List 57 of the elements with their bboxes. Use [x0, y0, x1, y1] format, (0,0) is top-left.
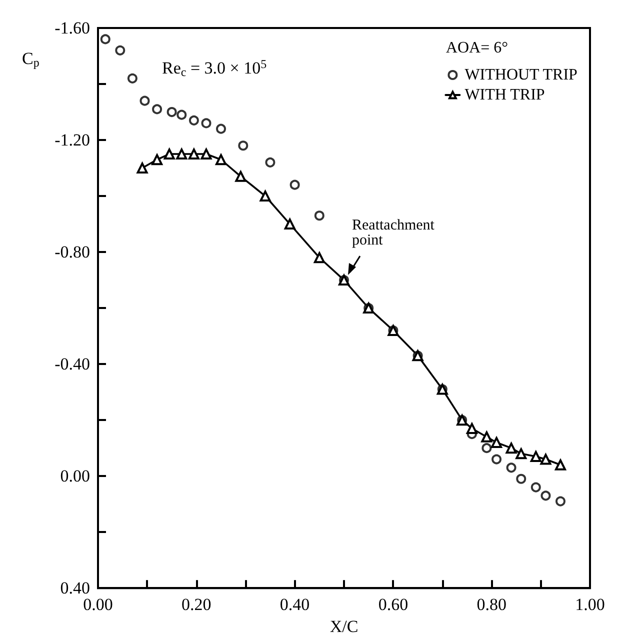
point	[100, 34, 110, 44]
x-tick-label: 0.80	[476, 595, 506, 614]
annotation: Reattachment point	[352, 218, 438, 249]
point	[260, 190, 271, 202]
point	[555, 496, 566, 506]
y-tick-label: -0.80	[54, 242, 90, 262]
legend-label: WITH TRIP	[464, 86, 545, 104]
point	[200, 148, 212, 160]
point	[284, 218, 296, 230]
point	[136, 162, 148, 174]
legend-label: WITHOUT TRIP	[464, 66, 578, 84]
point	[164, 148, 175, 160]
point	[506, 462, 516, 473]
point	[201, 118, 212, 128]
x-tick-label: 0.60	[378, 595, 408, 614]
point	[188, 115, 199, 126]
y-tick-label: -1.20	[54, 130, 90, 150]
point	[482, 443, 492, 454]
point	[265, 157, 276, 168]
point	[127, 73, 138, 84]
point	[314, 210, 324, 221]
y-tick-label: 0.40	[60, 578, 90, 598]
point	[481, 431, 492, 442]
x-tick-label: 0.20	[182, 595, 212, 614]
point	[506, 442, 517, 454]
point	[540, 490, 551, 501]
point	[530, 482, 541, 492]
y-tick-label: -1.60	[54, 18, 90, 38]
point	[290, 180, 300, 190]
point	[166, 107, 177, 118]
point	[140, 96, 150, 106]
point	[238, 140, 248, 151]
point	[466, 422, 478, 434]
y-tick-label: -0.40	[54, 354, 90, 374]
point	[530, 450, 542, 462]
x-tick-label: 1.00	[575, 595, 605, 614]
point	[491, 436, 502, 448]
point	[152, 104, 162, 114]
point	[314, 252, 325, 264]
point	[176, 148, 188, 160]
point	[516, 474, 526, 484]
point	[554, 459, 566, 470]
point	[115, 45, 126, 56]
y-tick-label: 0.00	[60, 466, 90, 486]
point	[516, 448, 527, 460]
point	[235, 170, 246, 182]
point	[492, 454, 502, 464]
point	[216, 124, 226, 134]
point	[176, 110, 187, 120]
x-tick-label: 0.40	[280, 595, 310, 614]
point	[152, 154, 163, 166]
x-tick-label: 0.00	[83, 595, 113, 614]
point	[540, 454, 552, 465]
point	[216, 154, 226, 166]
point	[188, 148, 200, 160]
legend-title: AOA= 6°	[446, 40, 508, 56]
x-axis-title: X/C	[330, 617, 358, 636]
